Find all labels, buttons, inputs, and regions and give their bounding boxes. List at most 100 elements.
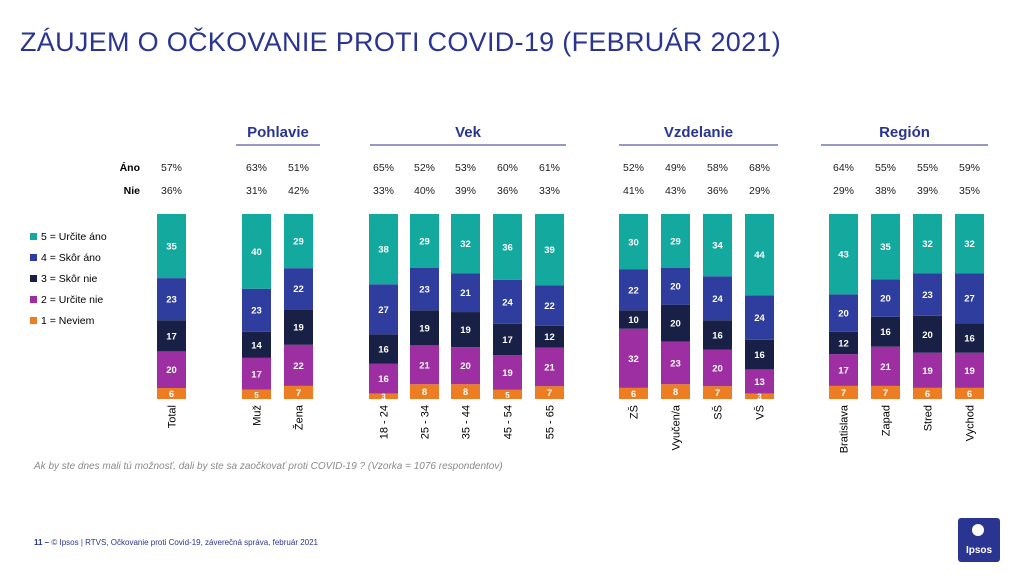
bar-segment — [242, 389, 271, 399]
bar-segment — [284, 214, 313, 269]
bar-segment — [242, 357, 271, 390]
nie-percent: 38% — [875, 185, 896, 197]
segment-value-label: 7 — [883, 388, 888, 399]
bar-segment — [157, 320, 186, 352]
bar-segment — [157, 388, 186, 399]
bar-segment — [829, 331, 858, 355]
ano-percent: 61% — [539, 162, 560, 174]
category-label: Vychod — [965, 405, 977, 441]
bar-segment — [410, 384, 439, 399]
segment-value-label: 21 — [880, 362, 891, 373]
bar-segment — [410, 345, 439, 385]
category-label: 18 - 24 — [379, 405, 391, 439]
bar-segment — [745, 339, 774, 370]
category-label: Žena — [293, 404, 306, 430]
bar-segment — [619, 269, 648, 311]
segment-value-label: 23 — [251, 306, 262, 317]
nie-percent: 33% — [539, 185, 560, 197]
footer: 11 – © Ipsos | RTVS, Očkovanie proti Cov… — [34, 538, 318, 547]
bar-segment — [829, 385, 858, 399]
bar-segment — [369, 363, 398, 394]
segment-value-label: 20 — [670, 319, 681, 330]
logo-dot-icon — [972, 524, 984, 536]
segment-value-label: 17 — [502, 335, 513, 346]
category-label: ZŠ — [628, 405, 641, 419]
bar-segment — [451, 347, 480, 385]
segment-value-label: 5 — [505, 391, 510, 400]
segment-value-label: 21 — [460, 288, 471, 299]
group-header: Vzdelanie — [664, 124, 733, 141]
bar-segment — [703, 386, 732, 399]
bar-segment — [745, 369, 774, 394]
ano-percent: 52% — [623, 162, 644, 174]
segment-value-label: 6 — [169, 389, 174, 400]
ano-percent: 60% — [497, 162, 518, 174]
segment-value-label: 27 — [964, 294, 975, 305]
segment-value-label: 19 — [502, 368, 513, 379]
bar-segment — [535, 285, 564, 326]
bar-segment — [871, 385, 900, 399]
ano-percent: 65% — [373, 162, 394, 174]
segment-value-label: 13 — [754, 377, 765, 388]
bar-segment — [703, 349, 732, 387]
bar-segment — [871, 214, 900, 280]
category-label: VŠ — [754, 405, 767, 420]
bar-segment — [369, 334, 398, 364]
segment-value-label: 43 — [838, 250, 849, 261]
bar-segment — [703, 214, 732, 277]
segment-value-label: 24 — [712, 294, 723, 305]
bar-segment — [451, 214, 480, 274]
bar-segment — [410, 267, 439, 311]
bar-segment — [451, 384, 480, 399]
logo-text: Ipsos — [965, 545, 993, 556]
category-label: Vyučen/a — [671, 404, 683, 450]
segment-value-label: 12 — [838, 338, 849, 349]
segment-value-label: 3 — [381, 393, 386, 402]
group-header: Pohlavie — [247, 124, 309, 141]
segment-value-label: 12 — [544, 332, 555, 343]
segment-value-label: 19 — [460, 325, 471, 336]
ano-percent: 68% — [749, 162, 770, 174]
bar-segment — [913, 273, 942, 316]
bar-segment — [242, 214, 271, 289]
bar-segment — [410, 214, 439, 268]
ano-percent: 51% — [288, 162, 309, 174]
segment-value-label: 29 — [670, 236, 681, 247]
bar-segment — [661, 267, 690, 305]
bar-segment — [661, 341, 690, 385]
nie-percent: 33% — [373, 185, 394, 197]
segment-value-label: 19 — [293, 323, 304, 334]
category-label: Stred — [923, 405, 935, 431]
segment-value-label: 8 — [463, 387, 468, 398]
segment-value-label: 24 — [754, 313, 765, 324]
segment-value-label: 23 — [670, 358, 681, 369]
bar-segment — [493, 279, 522, 324]
segment-value-label: 35 — [880, 242, 891, 253]
bar-segment — [703, 320, 732, 350]
segment-value-label: 10 — [628, 315, 639, 326]
category-label: SŠ — [712, 405, 725, 420]
segment-value-label: 5 — [254, 391, 259, 400]
page-number: 11 – — [34, 538, 50, 547]
nie-percent: 36% — [497, 185, 518, 197]
segment-value-label: 38 — [378, 245, 389, 256]
survey-question-note: Ak by ste dnes mali tú možnosť, dali by … — [34, 461, 503, 472]
segment-value-label: 23 — [166, 295, 177, 306]
segment-value-label: 7 — [841, 388, 846, 399]
bar-segment — [955, 387, 984, 399]
segment-value-label: 7 — [715, 388, 720, 399]
bar-segment — [871, 346, 900, 386]
segment-value-label: 22 — [293, 284, 304, 295]
segment-value-label: 17 — [166, 331, 177, 342]
bar-segment — [284, 268, 313, 310]
ano-percent: 57% — [161, 162, 182, 174]
bar-segment — [913, 352, 942, 388]
bar-segment — [829, 294, 858, 332]
nie-percent: 29% — [833, 185, 854, 197]
bar-segment — [369, 284, 398, 335]
ano-percent: 49% — [665, 162, 686, 174]
bar-segment — [369, 214, 398, 285]
segment-value-label: 32 — [922, 239, 933, 250]
bar-segment — [410, 310, 439, 346]
